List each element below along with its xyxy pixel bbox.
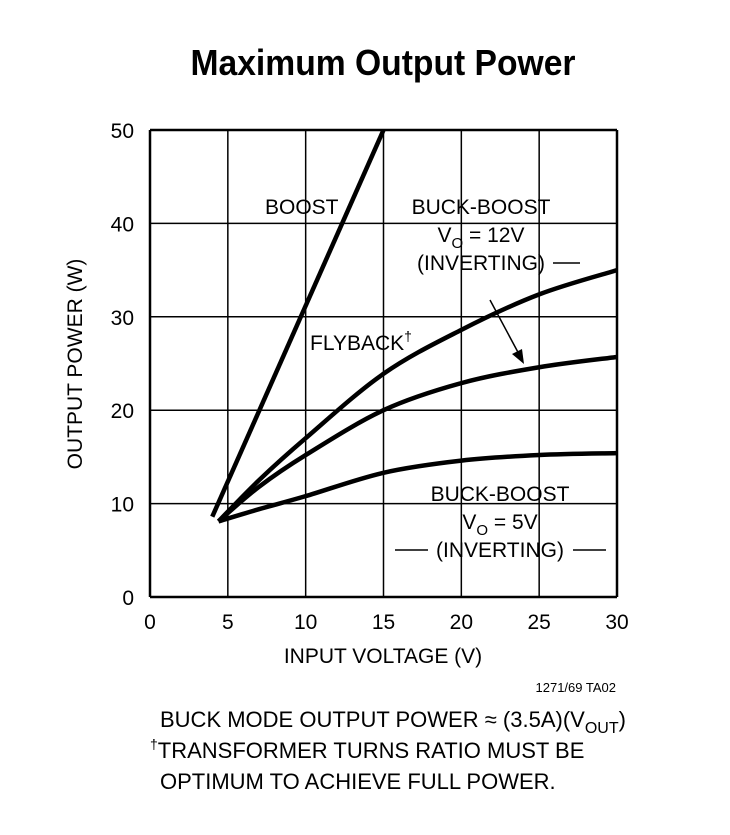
note-dagger: † (150, 736, 158, 752)
y-tick-label: 20 (111, 400, 134, 423)
label-bb5-v: V (462, 511, 476, 534)
label-flyback: FLYBACK† (310, 328, 412, 355)
series-boost (210, 129, 386, 518)
x-tick-label: 5 (222, 611, 234, 634)
x-tick-label: 10 (294, 611, 317, 634)
y-tick-label: 0 (122, 587, 134, 610)
label-bb12-line3: (INVERTING) (417, 252, 545, 275)
x-tick-label: 30 (605, 611, 628, 634)
y-tick-label: 10 (111, 494, 134, 517)
chart-title: Maximum Output Power (191, 42, 576, 83)
series-group (210, 129, 618, 524)
bb12-arrowhead (512, 349, 524, 364)
note-line1-sub: OUT (585, 720, 619, 737)
y-ticks: 0 10 20 30 40 50 (111, 120, 134, 610)
label-bb5-line2: VO = 5V (462, 511, 537, 539)
x-tick-label: 0 (144, 611, 156, 634)
label-bb5-line1: BUCK-BOOST (431, 483, 570, 506)
note-line3: OPTIMUM TO ACHIEVE FULL POWER. (160, 769, 556, 794)
label-bb12-line2: VO = 12V (438, 224, 525, 252)
y-tick-label: 40 (111, 213, 134, 236)
x-ticks: 0 5 10 15 20 25 30 (144, 611, 629, 634)
note-line2: †TRANSFORMER TURNS RATIO MUST BE (150, 736, 584, 763)
x-tick-label: 20 (450, 611, 473, 634)
label-bb5-sub: O (476, 522, 488, 539)
note-line1: BUCK MODE OUTPUT POWER ≈ (3.5A)(VOUT) (160, 707, 626, 737)
y-tick-label: 30 (111, 307, 134, 330)
label-bb5-rest: = 5V (488, 511, 538, 534)
label-bb12-v: V (438, 224, 452, 247)
bb12-arrow (489, 299, 521, 357)
series-buck-boost-12v (217, 354, 618, 524)
x-tick-label: 25 (527, 611, 550, 634)
label-bb12-rest: = 12V (463, 224, 524, 247)
label-flyback-dagger: † (404, 328, 412, 344)
x-axis-label: INPUT VOLTAGE (V) (284, 645, 482, 668)
label-bb12-line1: BUCK-BOOST (412, 196, 551, 219)
x-tick-label: 15 (372, 611, 395, 634)
y-tick-label: 50 (111, 120, 134, 143)
note-line1-main: BUCK MODE OUTPUT POWER ≈ (3.5A)(V (160, 707, 585, 732)
label-bb12-sub: O (452, 235, 464, 252)
series-flyback (216, 267, 618, 523)
label-boost: BOOST (265, 196, 339, 219)
y-axis-label: OUTPUT POWER (W) (64, 259, 87, 470)
series-buck-boost-5v (217, 450, 618, 524)
figure-id: 1271/69 TA02 (536, 680, 616, 695)
note-line1-end: ) (619, 707, 626, 732)
label-flyback-text: FLYBACK (310, 332, 404, 355)
note-line2-text: TRANSFORMER TURNS RATIO MUST BE (158, 738, 585, 763)
label-bb5-line3: (INVERTING) (436, 539, 564, 562)
